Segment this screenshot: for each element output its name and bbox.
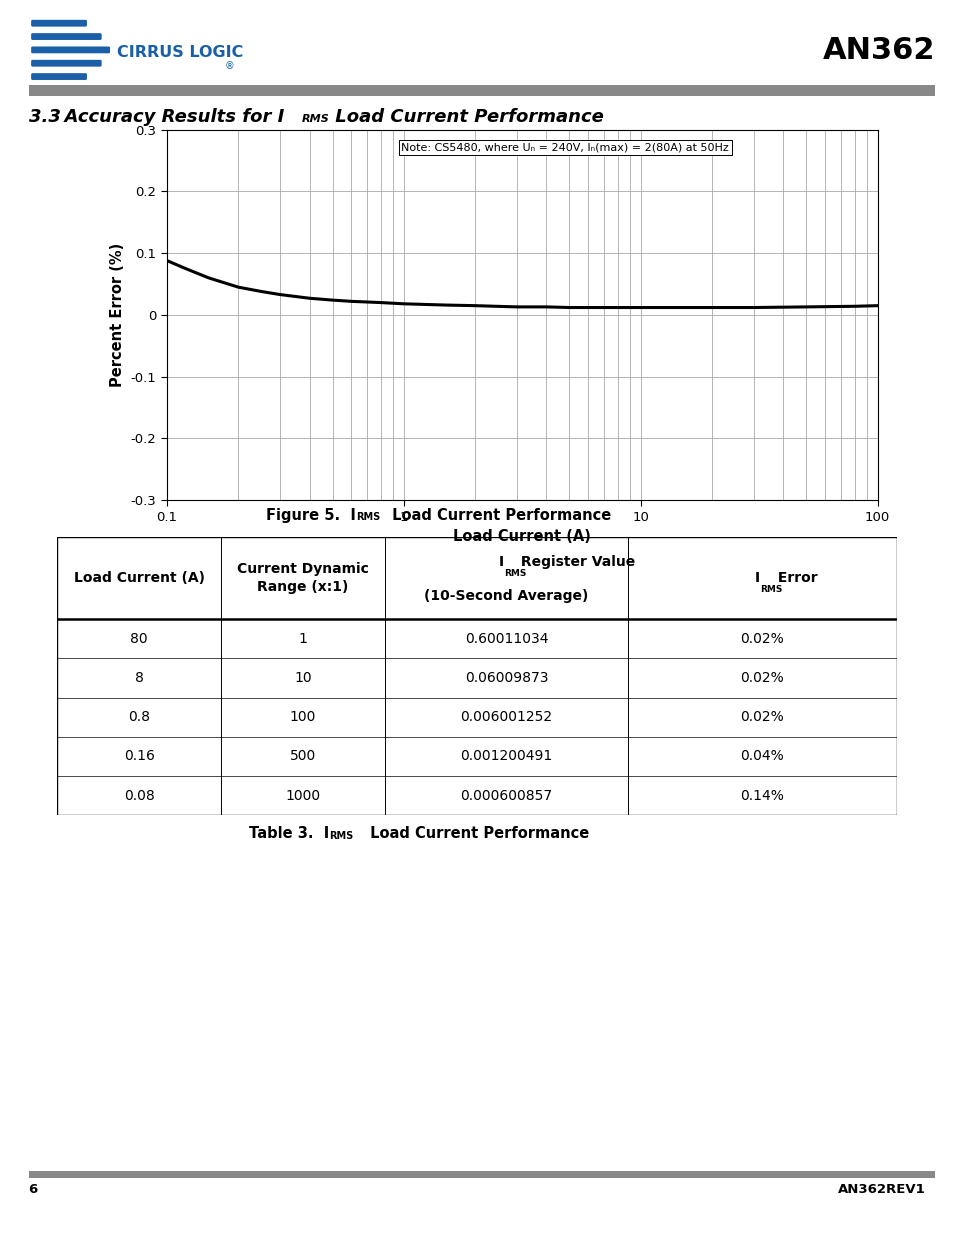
Text: 500: 500: [290, 750, 315, 763]
Text: RMS: RMS: [329, 831, 353, 841]
Text: RMS: RMS: [760, 585, 781, 594]
Text: 0.02%: 0.02%: [740, 632, 783, 646]
Text: 0.60011034: 0.60011034: [464, 632, 548, 646]
Text: 8: 8: [134, 671, 143, 685]
Text: (10-Second Average): (10-Second Average): [424, 589, 588, 603]
Text: Load Current Performance: Load Current Performance: [329, 107, 603, 126]
Text: 1000: 1000: [285, 788, 320, 803]
Text: 0.000600857: 0.000600857: [460, 788, 552, 803]
Text: 0.16: 0.16: [124, 750, 154, 763]
Text: 0.08: 0.08: [124, 788, 154, 803]
Text: 100: 100: [290, 710, 315, 724]
Text: 3.3 Accuracy Results for I: 3.3 Accuracy Results for I: [29, 107, 284, 126]
Text: AN362: AN362: [821, 36, 934, 65]
Text: 0.04%: 0.04%: [740, 750, 783, 763]
Text: Table 3.  I: Table 3. I: [249, 826, 329, 841]
Text: 1: 1: [298, 632, 307, 646]
Text: CIRRUS LOGIC: CIRRUS LOGIC: [116, 44, 243, 59]
Text: I: I: [498, 555, 503, 569]
Text: Register Value: Register Value: [516, 555, 635, 569]
Text: Load Current (A): Load Current (A): [73, 572, 204, 585]
X-axis label: Load Current (A): Load Current (A): [453, 529, 591, 545]
Text: Current Dynamic
Range (x:1): Current Dynamic Range (x:1): [236, 562, 369, 594]
FancyBboxPatch shape: [31, 59, 102, 67]
Text: RMS: RMS: [503, 569, 526, 578]
Text: 0.06009873: 0.06009873: [464, 671, 548, 685]
Text: 0.006001252: 0.006001252: [460, 710, 552, 724]
Text: 0.02%: 0.02%: [740, 671, 783, 685]
Text: 80: 80: [131, 632, 148, 646]
Text: RMS: RMS: [355, 513, 380, 522]
Text: ®: ®: [225, 62, 234, 72]
FancyBboxPatch shape: [31, 47, 110, 53]
Text: 0.14%: 0.14%: [740, 788, 783, 803]
Text: Error: Error: [772, 572, 817, 585]
Text: 0.001200491: 0.001200491: [459, 750, 552, 763]
Text: 0.8: 0.8: [128, 710, 150, 724]
Text: I: I: [754, 572, 760, 585]
Text: 0.02%: 0.02%: [740, 710, 783, 724]
Text: Load Current Performance: Load Current Performance: [364, 826, 589, 841]
Text: AN362REV1: AN362REV1: [837, 1183, 924, 1195]
Y-axis label: Percent Error (%): Percent Error (%): [111, 243, 125, 387]
FancyBboxPatch shape: [31, 73, 87, 80]
Text: Figure 5.  I: Figure 5. I: [266, 508, 355, 522]
Text: 6: 6: [29, 1183, 38, 1195]
FancyBboxPatch shape: [31, 33, 102, 40]
Text: Load Current Performance: Load Current Performance: [387, 508, 611, 522]
FancyBboxPatch shape: [31, 20, 87, 27]
Text: RMS: RMS: [302, 114, 330, 124]
Text: Note: CS5480, where Uₙ = 240V, Iₙ(max) = 2(80A) at 50Hz: Note: CS5480, where Uₙ = 240V, Iₙ(max) =…: [401, 142, 728, 153]
Text: 10: 10: [294, 671, 312, 685]
